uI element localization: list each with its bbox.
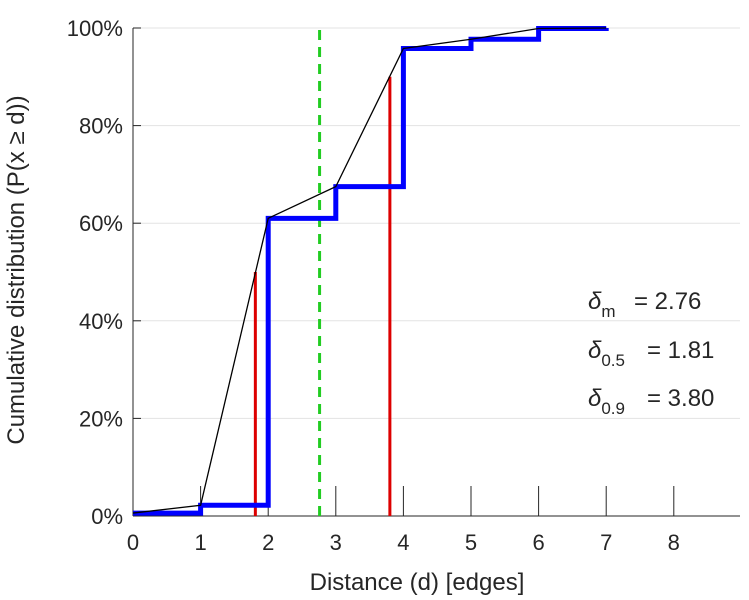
step-series-line [133,25,609,516]
stat-p90-symbol: δ [588,385,602,412]
x-tick-label: 6 [532,530,544,555]
x-tick-label: 1 [194,530,206,555]
y-tick-label: 60% [79,211,123,236]
interpolated-series-line [132,27,607,514]
y-tick-label: 80% [79,114,123,139]
stat-p50: δ0.5 = 1.81 [588,337,714,370]
y-tick-label: 40% [79,309,123,334]
x-tick-label: 4 [397,530,409,555]
grid-layer [133,27,740,419]
stat-p50-symbol: δ [588,337,602,364]
y-tick-label: 100% [67,16,123,41]
x-axis-title: Distance (d) [edges] [310,569,525,596]
x-tick-label: 8 [668,530,680,555]
x-tick-label: 3 [330,530,342,555]
stat-p50-subscript: 0.5 [601,351,625,370]
y-tick-label: 20% [79,406,123,431]
stat-median-symbol: δ [588,288,602,315]
x-tick-label: 7 [600,530,612,555]
stat-median: δm = 2.76 [588,288,701,321]
marker-lines [253,28,392,516]
stat-annotations: δm = 2.76 δ0.5 = 1.81 δ0.9 = 3.80 [588,288,714,418]
stat-p90-subscript: 0.9 [601,399,625,418]
axes [132,27,740,517]
stat-p50-value: = 1.81 [647,337,714,364]
y-tick-label: 0% [91,504,123,529]
series-lines [132,25,609,516]
x-tick-label: 0 [127,530,139,555]
stat-median-subscript: m [601,302,615,321]
x-tick-label: 5 [465,530,477,555]
tick-labels: 0% 20% 40% 60% 80% 100% 0 1 2 3 4 5 6 7 8 [67,16,680,555]
x-tick-label: 2 [262,530,274,555]
stat-p90: δ0.9 = 3.80 [588,385,714,418]
stat-p90-value: = 3.80 [647,385,714,412]
y-axis-title: Cumulative distribution (P(x ≥ d)) [3,95,30,444]
stat-median-value: = 2.76 [634,288,701,315]
